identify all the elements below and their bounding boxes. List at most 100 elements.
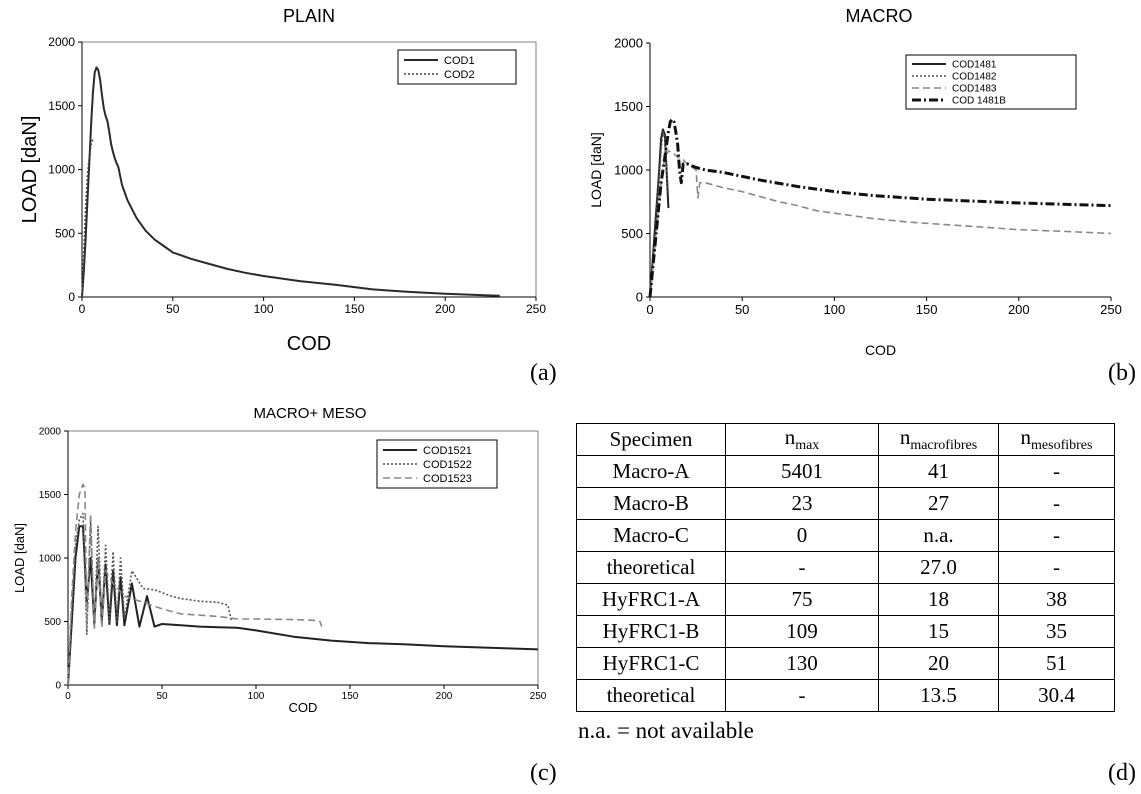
specimen-table: Specimen nmax nmacrofibres nmesofibres M… [576,423,1115,712]
y-tick-label: 2000 [39,427,62,438]
legend: COD1521 COD1522 COD1523 [376,439,498,489]
legend-entry: COD1522 [423,459,472,471]
x-tick-label: 0 [646,302,653,317]
panel-label-d: (d) [1108,760,1136,786]
x-tick-label: 0 [79,302,86,316]
table-row: theoretical -27.0- [576,551,1115,584]
legend-entry: COD1521 [423,445,472,457]
table-cell: 0 [725,519,879,552]
legend-entry: COD2 [444,69,475,81]
table-cell: - [725,551,879,584]
series-line-cod1523 [67,483,323,686]
y-tick-label: 0 [636,290,643,305]
table-cell: 75 [725,583,879,616]
chart-title: MACRO [846,6,913,26]
x-tick-label: 50 [156,691,168,702]
y-tick-label: 500 [44,617,61,628]
series-line-cod-1481b [648,117,1112,298]
y-axis-label: LOAD [daN] [12,523,27,593]
table-row: HyFRC1-C 130 20 51 [576,647,1115,680]
x-tick-label: 250 [526,302,546,316]
legend-entry: COD1481 [952,60,997,71]
x-tick-label: 250 [1100,302,1122,317]
table-cell: 38 [998,583,1115,616]
legend-entry: COD1482 [952,72,997,83]
panel-label-b: (b) [1108,360,1136,386]
x-tick-label: 150 [916,302,938,317]
table-cell: 20 [878,647,999,680]
y-axis-label: LOAD [daN] [588,132,604,207]
x-tick-label: 200 [1008,302,1030,317]
table-cell: - [998,519,1115,552]
table-row: theoretical -13.5 30.4 [576,679,1115,712]
table-cell: theoretical [576,551,726,584]
x-tick-label: 200 [435,302,455,316]
table-cell: HyFRC1-B [576,615,726,648]
table-row: Macro-A 5401 41- [576,455,1115,488]
table-cell: 5401 [725,455,879,488]
table-cell: 35 [998,615,1115,648]
header-sub-mesofibres: mesofibres [1031,438,1093,454]
table-cell: HyFRC1-A [576,583,726,616]
table-row: Macro-C 0 n.a. - [576,519,1115,552]
header-specimen: Specimen [609,427,693,451]
y-tick-label: 0 [68,290,75,304]
chart-title: MACRO+ MESO [254,405,367,422]
x-tick-label: 200 [436,691,453,702]
x-tick-label: 150 [342,691,359,702]
table-cell: - [998,487,1115,520]
y-axis-label: LOAD [daN] [19,116,41,224]
series-line-cod1522 [67,512,233,686]
y-tick-label: 500 [55,226,75,240]
header-n: n [784,424,796,449]
table-cell: - [998,455,1115,488]
legend-entry: COD1523 [423,473,472,485]
series-line-cod1521 [67,525,539,686]
x-tick-label: 100 [248,691,265,702]
x-tick-label: 100 [254,302,274,316]
table-header-row: Specimen nmax nmacrofibres nmesofibres [576,423,1115,456]
header-n: n [1020,424,1032,449]
table-cell: 51 [998,647,1115,680]
table-cell: 23 [725,487,879,520]
panel-label-a: (a) [530,360,557,386]
table-row: HyFRC1-A 75 18 38 [576,583,1115,616]
table-cell: Macro-B [576,487,726,520]
header-sub-macrofibres: macrofibres [910,438,978,454]
table-cell: 18 [878,583,999,616]
table-cell: 27 [878,487,999,520]
series-line-cod1481 [649,128,670,298]
series-line-cod1 [81,66,500,298]
y-tick-label: 1000 [614,163,643,178]
legend-entry: COD1483 [952,84,997,95]
table-cell: theoretical [576,679,726,712]
header-n: n [899,424,911,449]
series-line-cod1483 [649,150,1112,298]
table-cell: Macro-A [576,455,726,488]
table-cell: 30.4 [998,679,1115,712]
x-tick-label: 150 [344,302,364,316]
chart-title: PLAIN [283,6,335,26]
table-header-cell: nmesofibres [998,423,1115,456]
y-tick-label: 2000 [614,36,643,51]
legend: COD1 COD2 [397,49,517,85]
table-footnote: n.a. = not available [578,718,754,743]
table-cell: HyFRC1-C [576,647,726,680]
table-cell: n.a. [878,519,999,552]
x-axis-label: COD [289,700,318,715]
table-cell: 15 [878,615,999,648]
y-tick-label: 1500 [39,490,62,501]
table-row: HyFRC1-B 109 15 35 [576,615,1115,648]
series-line-cod2 [81,138,94,298]
header-sub-max: max [795,438,820,454]
chart-macro-meso: MACRO+ MESO 0 50 100 150 200 250 0 500 1000 1500 20… [12,405,547,715]
x-axis-label: COD [287,333,331,355]
legend-box [397,49,517,85]
chart-plain: PLAIN 0 50 100 150 200 250 0 500 1000 1500 2000 COD L… [19,6,546,355]
table-cell: Macro-C [576,519,726,552]
x-tick-label: 250 [530,691,547,702]
x-tick-label: 50 [735,302,749,317]
y-tick-label: 1000 [39,554,62,565]
y-tick-label: 1500 [614,99,643,114]
